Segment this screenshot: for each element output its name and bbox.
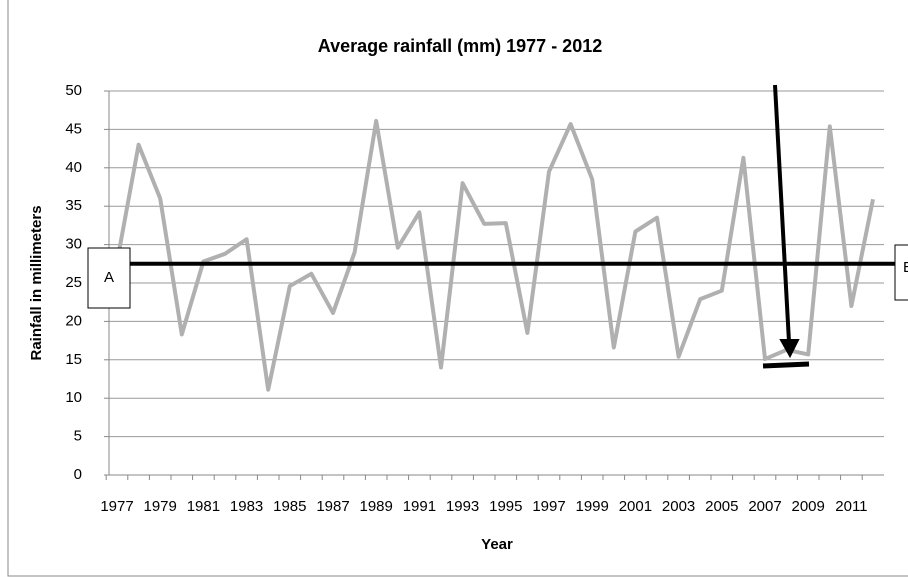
x-tick-label: 1999 bbox=[576, 498, 609, 515]
x-tick-label: 2005 bbox=[705, 498, 738, 515]
y-tick-label: 50 bbox=[65, 82, 82, 99]
x-tick-label: 1995 bbox=[489, 498, 522, 515]
x-tick-label: 1979 bbox=[144, 498, 177, 515]
chart-title: Average rainfall (mm) 1977 - 2012 bbox=[318, 36, 602, 56]
x-tick-label: 2001 bbox=[619, 498, 652, 515]
y-tick-label: 5 bbox=[74, 428, 82, 445]
x-tick-label: 1985 bbox=[273, 498, 306, 515]
x-tick-label: 1987 bbox=[316, 498, 349, 515]
chart-frame bbox=[7, 0, 908, 577]
x-tick-label: 1997 bbox=[532, 498, 565, 515]
arrow-head bbox=[779, 339, 800, 359]
y-tick-label: 45 bbox=[65, 120, 82, 137]
y-axis-label: Rainfall in millimeters bbox=[28, 205, 45, 360]
x-tick-label: 2011 bbox=[835, 498, 867, 515]
reference-label: B bbox=[903, 259, 908, 276]
x-tick-label: 2007 bbox=[748, 498, 781, 515]
label-box bbox=[87, 247, 131, 309]
x-tick-label: 2003 bbox=[662, 498, 695, 515]
y-tick-label: 25 bbox=[65, 274, 82, 291]
label-box bbox=[894, 244, 908, 301]
annotation-bar bbox=[762, 361, 810, 369]
y-tick-label: 35 bbox=[65, 197, 82, 214]
y-tick-label: 0 bbox=[74, 466, 82, 483]
arrow-shaft bbox=[773, 84, 791, 343]
reference-label: A bbox=[104, 269, 114, 286]
y-tick-label: 15 bbox=[65, 351, 82, 368]
data-line bbox=[115, 118, 875, 392]
y-tick-label: 30 bbox=[65, 236, 82, 253]
x-tick-label: 2009 bbox=[792, 498, 825, 515]
y-tick-label: 10 bbox=[65, 389, 82, 406]
y-tick-label: 40 bbox=[65, 159, 82, 176]
x-tick-label: 1983 bbox=[230, 498, 263, 515]
x-tick-label: 1993 bbox=[446, 498, 479, 515]
x-tick-label: 1977 bbox=[100, 498, 133, 515]
x-axis-label: Year bbox=[481, 536, 513, 553]
x-tick-label: 1989 bbox=[360, 498, 393, 515]
y-tick-label: 20 bbox=[65, 312, 82, 329]
x-tick-label: 1981 bbox=[187, 498, 220, 515]
x-tick-label: 1991 bbox=[403, 498, 436, 515]
